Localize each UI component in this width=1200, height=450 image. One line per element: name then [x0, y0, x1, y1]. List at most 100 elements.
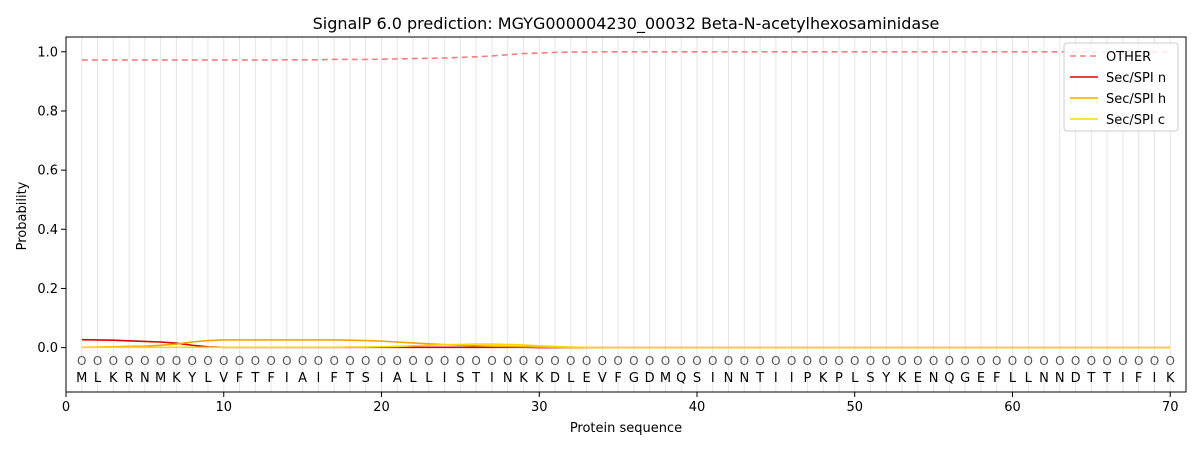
- prediction-label: O: [424, 354, 433, 368]
- prediction-label: O: [535, 354, 544, 368]
- prediction-label: O: [850, 354, 859, 368]
- sequence-residue: P: [803, 371, 811, 386]
- y-axis-label: Probability: [15, 181, 30, 250]
- y-tick-label: 0.0: [37, 341, 58, 356]
- prediction-label: O: [818, 354, 827, 368]
- sequence-residue: E: [582, 371, 590, 386]
- x-tick-label: 30: [531, 400, 548, 415]
- sequence-residue: V: [219, 371, 228, 386]
- sequence-residue: F: [993, 371, 1000, 386]
- prediction-label: O: [1055, 354, 1064, 368]
- y-tick-label: 1.0: [37, 45, 58, 60]
- sequence-residue: Q: [676, 371, 686, 386]
- prediction-label: O: [440, 354, 449, 368]
- prediction-label: O: [692, 354, 701, 368]
- prediction-label: O: [345, 354, 354, 368]
- sequence-residue: Q: [944, 371, 954, 386]
- prediction-label: O: [1134, 354, 1143, 368]
- y-tick-label: 0.8: [37, 104, 58, 119]
- prediction-label: O: [598, 354, 607, 368]
- sequence-residue: E: [914, 371, 922, 386]
- prediction-label: O: [1039, 354, 1048, 368]
- sequence-residue: N: [929, 371, 939, 386]
- sequence-residue: T: [345, 371, 354, 386]
- prediction-label: O: [172, 354, 181, 368]
- legend-box: [1063, 42, 1179, 132]
- series-lines: [81, 50, 1171, 349]
- sequence-residue: M: [76, 371, 87, 386]
- prediction-label: O: [187, 354, 196, 368]
- sequence-residue: S: [362, 371, 370, 386]
- prediction-label: O: [913, 354, 922, 368]
- x-tick-label: 20: [373, 400, 390, 415]
- prediction-label: O: [377, 354, 386, 368]
- sequence-residue: S: [866, 371, 874, 386]
- prediction-label: O: [866, 354, 875, 368]
- prediction-label: O: [582, 354, 591, 368]
- prediction-label: O: [676, 354, 685, 368]
- legend: OTHER Sec/SPI n Sec/SPI h Sec/SPI c: [1063, 42, 1179, 132]
- prediction-label: O: [77, 354, 86, 368]
- prediction-label: O: [1102, 354, 1111, 368]
- prediction-label: O: [992, 354, 1001, 368]
- prediction-label: O: [1165, 354, 1174, 368]
- sequence-residue: T: [755, 371, 764, 386]
- x-tick-label: 70: [1162, 400, 1179, 415]
- sequence-residue: N: [1055, 371, 1065, 386]
- sequence-residue: N: [140, 371, 150, 386]
- prediction-label: O: [1071, 354, 1080, 368]
- prediction-label: O: [503, 354, 512, 368]
- sequence-residue: L: [204, 371, 212, 386]
- prediction-label: O: [219, 354, 228, 368]
- x-axis-ticks: 0 10 20 30 40 50 60 70: [62, 392, 1179, 415]
- sequence-residue: T: [1102, 371, 1111, 386]
- y-tick-label: 0.4: [37, 223, 58, 238]
- sequence-residue: F: [330, 371, 337, 386]
- sequence-residue: Y: [881, 371, 890, 386]
- prediction-label: O: [882, 354, 891, 368]
- sequence-residue: V: [598, 371, 607, 386]
- prediction-label: O: [566, 354, 575, 368]
- sequence-residue: K: [535, 371, 544, 386]
- prediction-label: O: [156, 354, 165, 368]
- prediction-label: O: [408, 354, 417, 368]
- grid-lines: [81, 37, 1171, 392]
- x-tick-label: 60: [1004, 400, 1021, 415]
- sequence-residue: K: [898, 371, 907, 386]
- series-line: [81, 339, 1171, 349]
- prediction-label: O: [787, 354, 796, 368]
- prediction-label: O: [755, 354, 764, 368]
- sequence-residue: I: [790, 371, 794, 386]
- prediction-label: O: [1008, 354, 1017, 368]
- prediction-label: O: [945, 354, 954, 368]
- prediction-label: O: [109, 354, 118, 368]
- x-tick-label: 10: [215, 400, 232, 415]
- sequence-residue: T: [471, 371, 480, 386]
- sequence-residue: S: [456, 371, 464, 386]
- x-tick-label: 40: [689, 400, 706, 415]
- x-tick-label: 50: [846, 400, 863, 415]
- sequence-residue: M: [660, 371, 671, 386]
- sequence-residue: T: [250, 371, 259, 386]
- sequence-residue: I: [285, 371, 289, 386]
- sequence-residue: G: [960, 371, 970, 386]
- sequence-residue: K: [819, 371, 828, 386]
- prediction-label: O: [282, 354, 291, 368]
- legend-label: Sec/SPI h: [1106, 92, 1166, 107]
- legend-label: OTHER: [1106, 50, 1151, 65]
- prediction-label: O: [708, 354, 717, 368]
- sequence-residue: P: [835, 371, 843, 386]
- sequence-residue: F: [236, 371, 243, 386]
- sequence-residue: K: [519, 371, 528, 386]
- prediction-label: O: [456, 354, 465, 368]
- sequence-residue: L: [1025, 371, 1033, 386]
- sequence-residue: N: [503, 371, 513, 386]
- prediction-label: O: [124, 354, 133, 368]
- prediction-label: O: [645, 354, 654, 368]
- sequence-residue: I: [1153, 371, 1157, 386]
- y-tick-label: 0.2: [37, 282, 58, 297]
- series-line: [81, 338, 1171, 349]
- prediction-label: O: [740, 354, 749, 368]
- prediction-label: O: [314, 354, 323, 368]
- sequence-residue: D: [550, 371, 560, 386]
